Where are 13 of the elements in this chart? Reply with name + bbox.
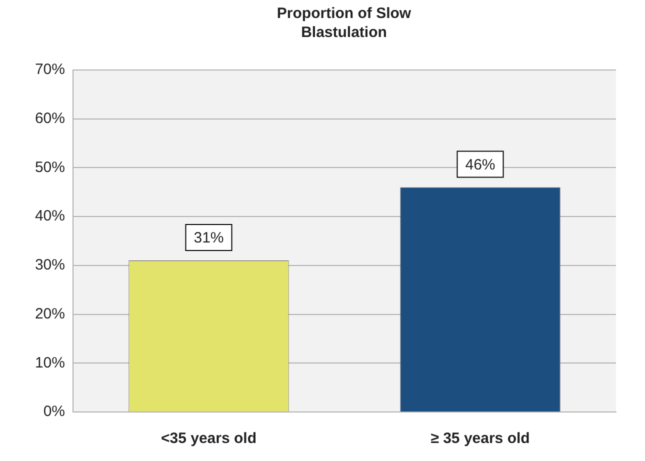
y-tick-label: 10% xyxy=(34,354,65,372)
y-tick-label: 60% xyxy=(34,110,65,127)
data-label: 31% xyxy=(194,230,224,247)
y-tick-label: 30% xyxy=(34,256,65,274)
y-tick-label: 20% xyxy=(34,305,65,322)
y-tick-label: 40% xyxy=(34,208,65,225)
data-label: 46% xyxy=(465,156,496,174)
x-tick-label: <35 years old xyxy=(161,430,256,448)
y-tick-label: 70% xyxy=(34,61,65,78)
x-tick-label: ≥ 35 years old xyxy=(430,430,530,448)
y-tick-label: 50% xyxy=(34,158,65,176)
y-tick-label: 0% xyxy=(43,403,65,420)
chart-title: Proportion of Slow Blastulation xyxy=(276,4,412,42)
